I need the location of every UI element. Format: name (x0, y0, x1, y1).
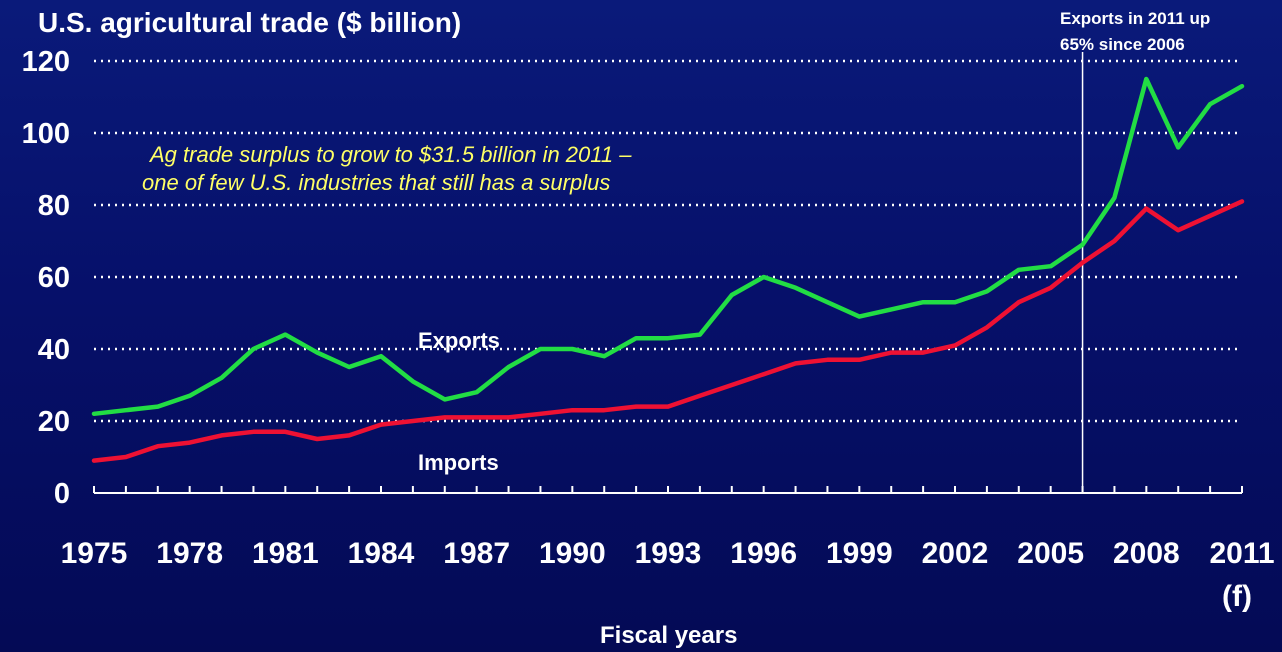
x-tick-label: 1990 (539, 537, 606, 570)
x-tick-label: 1984 (348, 537, 415, 570)
x-tick-labels: 1975 1978 1981 1984 1987 1990 1993 1996 1999 2002… (61, 537, 1275, 570)
y-tick-label: 0 (54, 478, 70, 510)
y-tick-label: 20 (38, 406, 70, 438)
y-tick-label: 40 (38, 334, 70, 366)
x-tick-label: 1987 (443, 537, 510, 570)
series-line-exports (91, 76, 1245, 417)
series-line-imports (91, 199, 1245, 463)
exports-note-line1: Exports in 2011 up (1060, 9, 1210, 28)
surplus-annotation-line2: one of few U.S. industries that still ha… (142, 170, 610, 195)
surplus-annotation-line1: Ag trade surplus to grow to $31.5 billio… (148, 142, 632, 167)
x-tick-label: 2008 (1113, 537, 1180, 570)
x-tick-label: 2002 (922, 537, 989, 570)
chart-title: U.S. agricultural trade ($ billion) (38, 7, 461, 38)
y-tick-label: 60 (38, 262, 70, 294)
series-label-imports: Imports (418, 450, 499, 475)
y-tick-label: 100 (22, 118, 70, 150)
x-tick-label: 1999 (826, 537, 893, 570)
exports-note-line2: 65% since 2006 (1060, 35, 1185, 54)
gridlines (94, 59, 1242, 423)
x-tick-label: 2005 (1017, 537, 1084, 570)
x-axis-label: Fiscal years (600, 622, 737, 649)
x-tick-label: 1996 (730, 537, 797, 570)
y-tick-labels: 0 20 40 60 80 100 120 (22, 46, 70, 510)
series-label-exports: Exports (418, 328, 500, 353)
x-tick-label: 1975 (61, 537, 128, 570)
x-tick-label: 1981 (252, 537, 319, 570)
y-tick-label: 120 (22, 46, 70, 78)
x-tick-label: 1978 (156, 537, 223, 570)
y-tick-label: 80 (38, 190, 70, 222)
forecast-label: (f) (1222, 580, 1252, 613)
x-tick-label: 2011 (1209, 537, 1274, 570)
x-tick-label: 1993 (635, 537, 702, 570)
axes (93, 486, 1243, 494)
